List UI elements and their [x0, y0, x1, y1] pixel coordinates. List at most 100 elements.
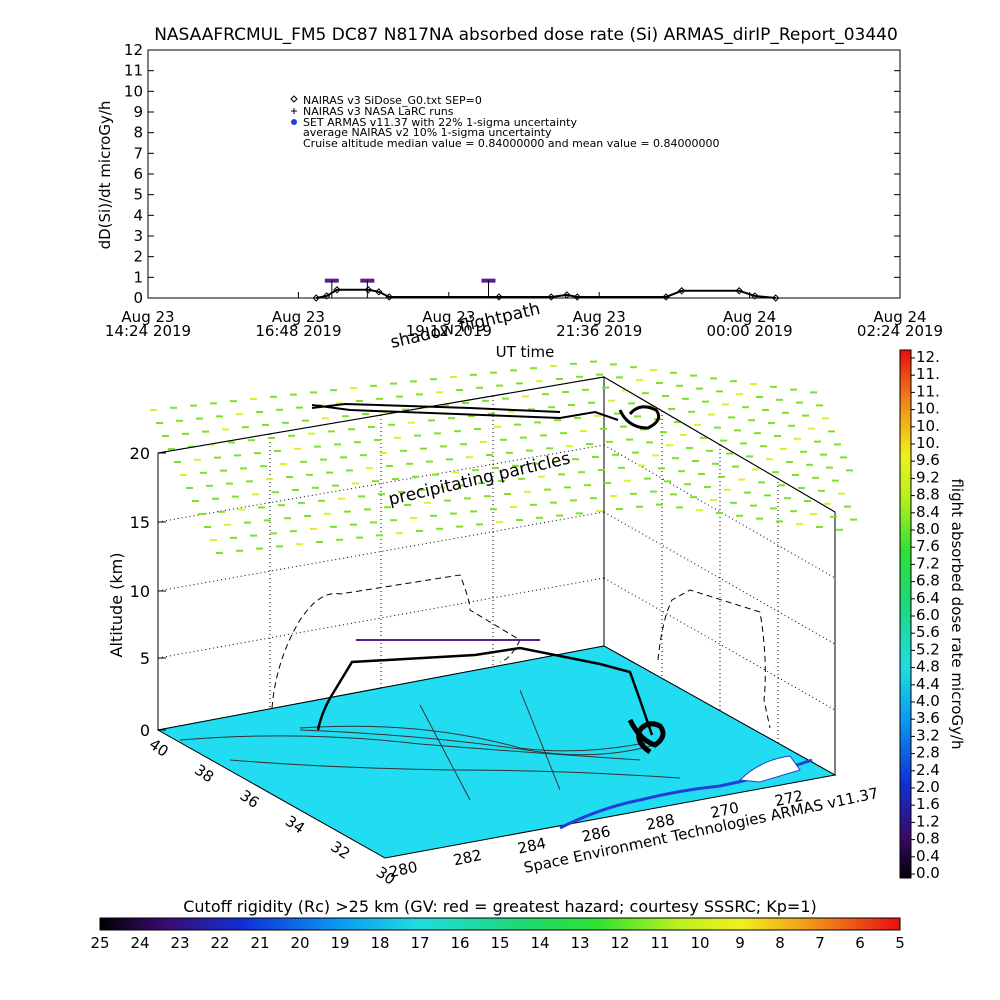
dose-y-tick-label: 1 — [133, 268, 143, 286]
dose-x-tick-label-date: Aug 23 — [121, 308, 174, 326]
chart-title: NASAAFRCMUL_FM5 DC87 N817NA absorbed dos… — [154, 25, 898, 45]
dose-y-tick-label: 6 — [133, 165, 143, 183]
dose-x-tick-label-date: Aug 23 — [573, 308, 626, 326]
series-nairas-point — [662, 293, 670, 301]
flight-wall-projection-right — [657, 589, 771, 729]
rigidity-colorbar-tick-label: 9 — [735, 934, 745, 952]
rigidity-colorbar-tick-label: 14 — [530, 934, 549, 952]
series-nairas-point — [495, 293, 503, 301]
dose-colorbar-tick-label: 9.2 — [916, 468, 940, 486]
rigidity-colorbar-strip — [99, 917, 901, 931]
dose-x-tick-label-time: 19:12 2019 — [406, 322, 492, 340]
altitude-ticks: 0 5 10 15 20 — [130, 444, 166, 740]
longitude-tick-label: 280 — [387, 858, 419, 882]
dose-colorbar-tick-label: 0.4 — [916, 847, 940, 865]
longitude-tick-label: 282 — [452, 846, 484, 870]
dose-y-tick-label: 5 — [133, 186, 143, 204]
legend-item-nairas-avg: average NAIRAS v2 10% 1-sigma uncertaint… — [303, 126, 552, 139]
longitude-tick-label: 284 — [516, 834, 548, 858]
rigidity-colorbar-tick-label: 16 — [450, 934, 469, 952]
dose-x-tick-label-date: Aug 24 — [873, 308, 926, 326]
dose-colorbar-tick-label: 6.4 — [916, 589, 940, 607]
dose-colorbar-tick-label: 3.2 — [916, 726, 940, 744]
rigidity-colorbar-tick-label: 19 — [330, 934, 349, 952]
dose-y-tick-label: 0 — [133, 289, 143, 307]
dose-colorbar-strip — [899, 349, 912, 879]
series-nairas-point — [563, 291, 571, 299]
precipitating-particles-field — [150, 360, 857, 554]
dose-colorbar-tick-label: 11. — [916, 365, 940, 383]
top-right-edge — [603, 376, 836, 513]
dose-x-tick-label-date: Aug 23 — [422, 308, 475, 326]
dose-x-tick-label-time: 21:36 2019 — [556, 322, 642, 340]
rigidity-colorbar-label: Cutoff rigidity (Rc) >25 km (GV: red = g… — [183, 897, 817, 916]
legend-item-nairas-larc: NAIRAS v3 NASA LaRC runs — [303, 105, 454, 118]
dose-colorbar-tick-label: 2.0 — [916, 778, 940, 796]
dose-colorbar-tick-label: 10. — [916, 434, 940, 452]
dose-colorbar-tick-label: 6.8 — [916, 572, 940, 590]
flight-path-descent-cluster — [627, 718, 666, 755]
rigidity-colorbar-tick-label: 24 — [130, 934, 149, 952]
latitude-tick-label: 32 — [327, 837, 353, 863]
legend-diamond-symbol — [290, 95, 298, 103]
rigidity-colorbar-tick-label: 17 — [410, 934, 429, 952]
series-nairas-point — [333, 286, 341, 294]
top-shadow-flightpath — [311, 402, 619, 421]
series-nairas-point — [375, 288, 383, 296]
rigidity-colorbar-tick-label: 5 — [895, 934, 905, 952]
series-nairas-line — [315, 288, 776, 299]
rigidity-colorbar-tick-label: 21 — [250, 934, 269, 952]
altitude-axis-label: Altitude (km) — [107, 553, 126, 658]
dose-x-tick-label-time: 02:24 2019 — [857, 322, 943, 340]
longitude-tick-label: 272 — [773, 787, 805, 811]
dose-colorbar: 12.11.11.10.10.10.9.69.28.88.48.07.67.26… — [899, 348, 966, 882]
dose-y-tick-label: 11 — [124, 62, 143, 80]
altitude-tick-label: 5 — [140, 649, 150, 668]
dose-colorbar-tick-label: 11. — [916, 382, 940, 400]
series-nairas-point — [735, 287, 743, 295]
rigidity-colorbar-tick-label: 6 — [855, 934, 865, 952]
series-nairas-point — [322, 292, 331, 300]
rigidity-colorbar-tick-label: 25 — [90, 934, 109, 952]
map-surface — [156, 645, 837, 859]
dose-colorbar-tick-label: 2.8 — [916, 744, 940, 762]
dose-colorbar-tick-label: 1.2 — [916, 812, 940, 830]
rigidity-colorbar-tick-label: 11 — [650, 934, 669, 952]
altitude-tick-label: 20 — [130, 444, 150, 463]
latitude-tick-label: 36 — [237, 786, 263, 812]
top-shadow-loop — [618, 405, 661, 430]
dose-colorbar-ticks: 12.11.11.10.10.10.9.69.28.88.48.07.67.26… — [911, 348, 940, 882]
longitude-ticks: 280 282 284 286 288 270 272 — [387, 787, 804, 882]
longitude-tick-label: 288 — [645, 810, 677, 834]
series-nairas-point — [364, 286, 373, 294]
dose-colorbar-tick-label: 0.0 — [916, 864, 940, 882]
dose-x-tick-label-time: 14:24 2019 — [105, 322, 191, 340]
dose-y-tick-label: 9 — [133, 103, 143, 121]
dose-colorbar-tick-label: 7.6 — [916, 537, 940, 555]
dose-colorbar-tick-label: 3.6 — [916, 709, 940, 727]
dose-y-tick-label: 4 — [133, 206, 143, 224]
longitude-tick-label: 286 — [580, 822, 612, 846]
dose-colorbar-label: flight absorbed dose rate microGy/h — [948, 478, 966, 749]
dose-colorbar-tick-label: 2.4 — [916, 761, 940, 779]
rigidity-colorbar-tick-label: 7 — [815, 934, 825, 952]
longitude-tick-label: 270 — [709, 798, 741, 822]
dose-y-tick-label: 3 — [133, 227, 143, 245]
latitude-tick-label: 34 — [282, 812, 308, 838]
dose-colorbar-tick-label: 1.6 — [916, 795, 940, 813]
rigidity-colorbar-tick-label: 12 — [610, 934, 629, 952]
altitude-tick-label: 0 — [140, 721, 150, 740]
dose-y-tick-label: 12 — [124, 41, 143, 59]
dose-colorbar-tick-label: 0.8 — [916, 830, 940, 848]
latitude-tick-label: 38 — [191, 761, 217, 787]
series-nairas-point — [678, 287, 686, 295]
dose-y-axis-label: dD(Si)/dt microGy/h — [96, 101, 114, 250]
dose-colorbar-tick-label: 9.6 — [916, 451, 940, 469]
series-nairas-point — [573, 293, 581, 301]
rigidity-colorbar-tick-label: 18 — [370, 934, 389, 952]
dose-colorbar-tick-label: 5.6 — [916, 623, 940, 641]
dose-colorbar-tick-label: 10. — [916, 400, 940, 418]
